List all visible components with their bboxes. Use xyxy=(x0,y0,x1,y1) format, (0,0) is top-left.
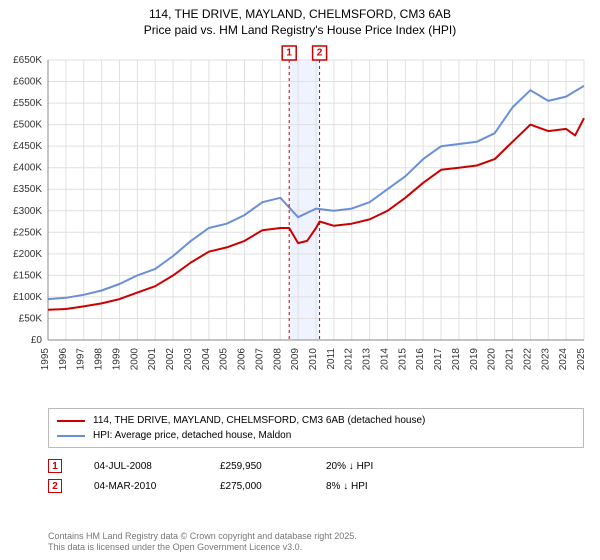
svg-text:2017: 2017 xyxy=(433,348,444,371)
legend-item: 114, THE DRIVE, MAYLAND, CHELMSFORD, CM3… xyxy=(57,413,575,428)
marker-num-1: 1 xyxy=(286,48,292,59)
svg-text:2016: 2016 xyxy=(415,348,426,371)
data-point-marker: 2 xyxy=(48,479,62,493)
legend-label: 114, THE DRIVE, MAYLAND, CHELMSFORD, CM3… xyxy=(93,415,425,426)
svg-text:£500K: £500K xyxy=(13,120,42,131)
svg-text:2010: 2010 xyxy=(308,348,319,371)
svg-text:2008: 2008 xyxy=(272,348,283,371)
legend-item: HPI: Average price, detached house, Mald… xyxy=(57,428,575,443)
svg-text:2015: 2015 xyxy=(397,348,408,371)
title-line2: Price paid vs. HM Land Registry's House … xyxy=(0,22,600,38)
svg-text:2018: 2018 xyxy=(451,348,462,371)
legend-swatch xyxy=(57,420,85,422)
line-chart: £0£50K£100K£150K£200K£250K£300K£350K£400… xyxy=(48,46,584,374)
svg-text:2009: 2009 xyxy=(290,348,301,371)
svg-text:2005: 2005 xyxy=(219,348,230,371)
svg-text:2007: 2007 xyxy=(254,348,265,371)
svg-text:£550K: £550K xyxy=(13,98,42,109)
data-point-row: 2 04-MAR-2010 £275,000 8% ↓ HPI xyxy=(48,476,584,496)
svg-text:£300K: £300K xyxy=(13,206,42,217)
legend-box: 114, THE DRIVE, MAYLAND, CHELMSFORD, CM3… xyxy=(48,408,584,448)
data-point-marker: 1 xyxy=(48,459,62,473)
svg-text:£50K: £50K xyxy=(19,313,43,324)
svg-text:2000: 2000 xyxy=(129,348,140,371)
svg-text:2014: 2014 xyxy=(379,348,390,371)
svg-text:1996: 1996 xyxy=(58,348,69,371)
svg-text:£450K: £450K xyxy=(13,141,42,152)
svg-text:2021: 2021 xyxy=(505,348,516,371)
legend-swatch xyxy=(57,435,85,437)
data-point-date: 04-MAR-2010 xyxy=(94,481,214,492)
svg-text:2006: 2006 xyxy=(237,348,248,371)
svg-text:1997: 1997 xyxy=(76,348,87,371)
legend-label: HPI: Average price, detached house, Mald… xyxy=(93,430,291,441)
chart-svg: £0£50K£100K£150K£200K£250K£300K£350K£400… xyxy=(48,46,584,374)
svg-text:2011: 2011 xyxy=(326,348,337,370)
data-point-date: 04-JUL-2008 xyxy=(94,461,214,472)
footer-line1: Contains HM Land Registry data © Crown c… xyxy=(48,531,584,543)
svg-text:£150K: £150K xyxy=(13,270,42,281)
svg-text:£100K: £100K xyxy=(13,292,42,303)
data-point-table: 1 04-JUL-2008 £259,950 20% ↓ HPI 2 04-MAR-201… xyxy=(48,456,584,496)
svg-text:2024: 2024 xyxy=(558,348,569,371)
svg-text:£200K: £200K xyxy=(13,249,42,260)
data-point-price: £275,000 xyxy=(220,481,320,492)
data-point-price: £259,950 xyxy=(220,461,320,472)
svg-text:2012: 2012 xyxy=(344,348,355,371)
legend: 114, THE DRIVE, MAYLAND, CHELMSFORD, CM3… xyxy=(48,408,584,448)
title-line1: 114, THE DRIVE, MAYLAND, CHELMSFORD, CM3… xyxy=(0,6,600,22)
svg-text:£600K: £600K xyxy=(13,77,42,88)
svg-text:1999: 1999 xyxy=(111,348,122,371)
footer-attribution: Contains HM Land Registry data © Crown c… xyxy=(48,531,584,554)
svg-text:2013: 2013 xyxy=(362,348,373,371)
svg-text:£250K: £250K xyxy=(13,227,42,238)
svg-text:2019: 2019 xyxy=(469,348,480,371)
svg-text:£650K: £650K xyxy=(13,55,42,66)
data-point-row: 1 04-JUL-2008 £259,950 20% ↓ HPI xyxy=(48,456,584,476)
svg-text:2020: 2020 xyxy=(487,348,498,371)
svg-text:2001: 2001 xyxy=(147,348,158,371)
svg-text:2022: 2022 xyxy=(522,348,533,371)
svg-text:2002: 2002 xyxy=(165,348,176,371)
marker-num-2: 2 xyxy=(317,48,323,59)
svg-text:1998: 1998 xyxy=(94,348,105,371)
svg-text:1995: 1995 xyxy=(40,348,51,371)
data-point-pct: 20% ↓ HPI xyxy=(326,461,446,472)
footer-line2: This data is licensed under the Open Gov… xyxy=(48,542,584,554)
svg-text:£400K: £400K xyxy=(13,163,42,174)
svg-text:£0: £0 xyxy=(31,335,43,346)
svg-text:£350K: £350K xyxy=(13,184,42,195)
svg-text:2004: 2004 xyxy=(201,348,212,371)
data-point-pct: 8% ↓ HPI xyxy=(326,481,446,492)
chart-title: 114, THE DRIVE, MAYLAND, CHELMSFORD, CM3… xyxy=(0,0,600,38)
svg-text:2023: 2023 xyxy=(540,348,551,371)
svg-text:2025: 2025 xyxy=(576,348,587,371)
svg-text:2003: 2003 xyxy=(183,348,194,371)
